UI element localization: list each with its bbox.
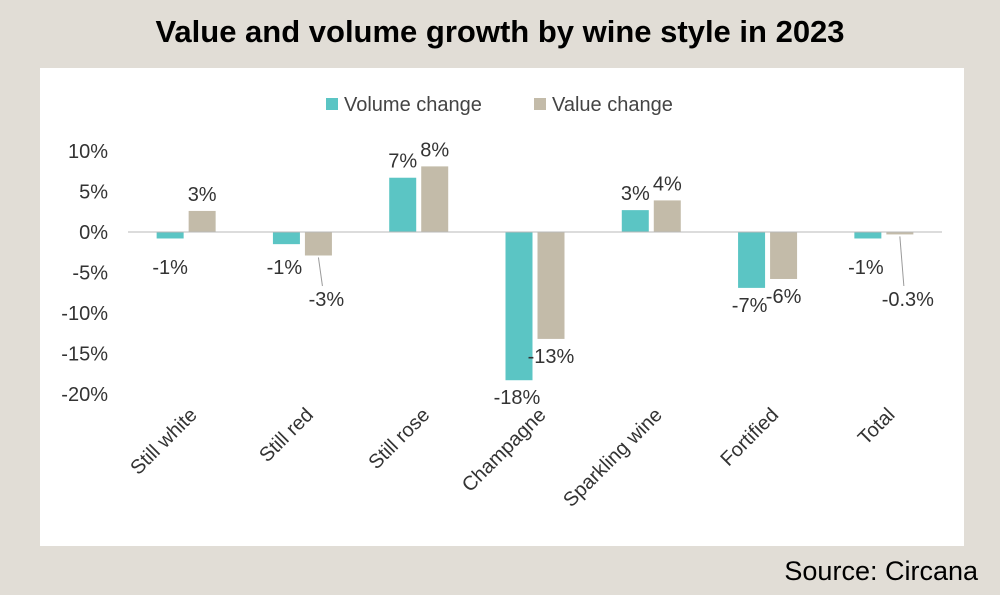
volume-bar xyxy=(156,232,184,239)
y-tick-label: -15% xyxy=(61,344,108,366)
volume-data-label: -7% xyxy=(732,295,768,317)
volume-bar xyxy=(505,232,533,381)
volume-data-label: -1% xyxy=(267,257,303,279)
value-bar xyxy=(537,232,565,339)
y-tick-label: -10% xyxy=(61,303,108,325)
value-data-label: 3% xyxy=(188,184,217,206)
x-category-label: Still red xyxy=(255,404,318,467)
y-tick-label: -5% xyxy=(72,263,108,285)
chart-title: Value and volume growth by wine style in… xyxy=(155,14,845,49)
value-data-label: -13% xyxy=(528,346,575,368)
source-note: Source: Circana xyxy=(784,556,978,586)
volume-data-label: 3% xyxy=(621,183,650,205)
x-category-label: Total xyxy=(854,404,899,449)
y-tick-label: -20% xyxy=(61,384,108,406)
legend: Volume change Value change xyxy=(326,94,673,116)
leader-line xyxy=(317,257,323,287)
volume-bar xyxy=(389,177,417,232)
value-bar xyxy=(421,166,449,232)
y-tick-label: 10% xyxy=(68,141,108,163)
value-data-label: -6% xyxy=(766,286,802,308)
legend-swatch-2 xyxy=(534,98,546,110)
chart-panel: Volume change Value change 10% 5% 0% -5% -10%… xyxy=(40,68,964,546)
value-bar xyxy=(886,232,914,235)
volume-bar xyxy=(621,210,649,232)
x-category-label: Still white xyxy=(126,404,201,479)
volume-bar xyxy=(854,232,882,239)
value-data-label: -0.3% xyxy=(882,289,934,311)
value-data-label: 8% xyxy=(420,139,449,161)
value-data-label: -3% xyxy=(309,289,345,311)
volume-data-label: -1% xyxy=(152,257,188,279)
value-bar xyxy=(304,232,332,256)
value-bar xyxy=(770,232,798,279)
legend-swatch-1 xyxy=(326,98,338,110)
volume-data-label: 7% xyxy=(388,151,417,173)
value-data-label: 4% xyxy=(653,173,682,195)
x-category-label: Champagne xyxy=(458,404,551,497)
x-category-label: Sparkling wine xyxy=(559,404,667,512)
chart: Volume change Value change 10% 5% 0% -5% -10%… xyxy=(61,94,942,512)
legend-label-1: Volume change xyxy=(344,94,482,116)
x-axis: Still white Still red Still rose Champagne S… xyxy=(126,231,942,512)
volume-data-label: -18% xyxy=(494,387,541,409)
y-axis: 10% 5% 0% -5% -10% -15% -20% xyxy=(61,141,108,406)
leader-line xyxy=(899,236,905,287)
volume-bar xyxy=(272,232,300,245)
x-category-label: Fortified xyxy=(716,404,783,471)
y-tick-label: 0% xyxy=(79,222,108,244)
y-tick-label: 5% xyxy=(79,182,108,204)
bars xyxy=(156,166,914,381)
value-bar xyxy=(188,210,216,232)
data-labels: -1%3%-1%-3%7%8%-18%-13%3% 4%-7%-6%-1%-0.3… xyxy=(152,139,934,409)
legend-label-2: Value change xyxy=(552,94,673,116)
value-bar xyxy=(653,200,681,232)
volume-data-label: -1% xyxy=(848,257,884,279)
x-category-label: Still rose xyxy=(364,404,434,474)
volume-bar xyxy=(738,232,766,288)
